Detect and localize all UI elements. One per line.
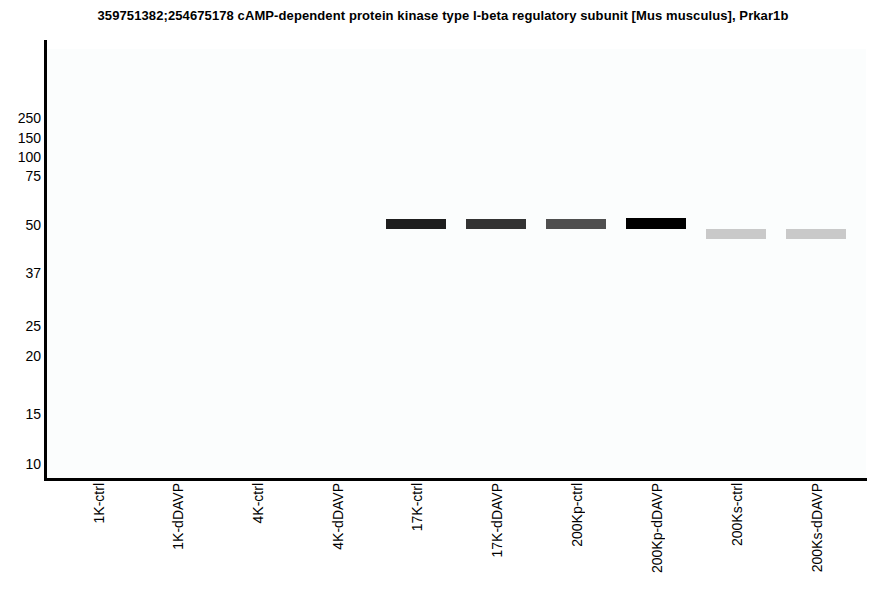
lane-label: 17K-ctrl — [409, 483, 425, 531]
lane-label: 200Kp-ctrl — [569, 483, 585, 547]
figure-title: 359751382;254675178 cAMP-dependent prote… — [0, 8, 886, 23]
y-tick-label: 100 — [0, 149, 41, 165]
y-tick-label: 150 — [0, 130, 41, 146]
band — [386, 219, 446, 229]
plot-background — [46, 49, 866, 478]
band — [466, 219, 526, 229]
lane-label: 200Kp-dDAVP — [649, 483, 665, 573]
band — [706, 229, 766, 239]
y-tick-label: 25 — [0, 318, 41, 334]
lane-label: 4K-ctrl — [250, 483, 266, 523]
lane-label: 17K-dDAVP — [489, 483, 505, 557]
band — [786, 229, 846, 239]
y-axis-line — [44, 40, 47, 481]
y-tick-label: 75 — [0, 168, 41, 184]
y-tick-label: 20 — [0, 348, 41, 364]
y-tick-label: 10 — [0, 456, 41, 472]
lane-label: 200Ks-ctrl — [729, 483, 745, 546]
y-tick-label: 37 — [0, 265, 41, 281]
x-axis-line — [44, 478, 867, 481]
y-tick-label: 15 — [0, 406, 41, 422]
y-tick-label: 50 — [0, 217, 41, 233]
lane-label: 1K-dDAVP — [170, 483, 186, 550]
y-tick-label: 250 — [0, 110, 41, 126]
band — [626, 218, 686, 229]
blot-figure: 359751382;254675178 cAMP-dependent prote… — [0, 0, 886, 595]
lane-label: 4K-dDAVP — [330, 483, 346, 550]
lane-label: 200Ks-dDAVP — [809, 483, 825, 572]
band — [546, 219, 606, 229]
lane-label: 1K-ctrl — [91, 483, 107, 523]
